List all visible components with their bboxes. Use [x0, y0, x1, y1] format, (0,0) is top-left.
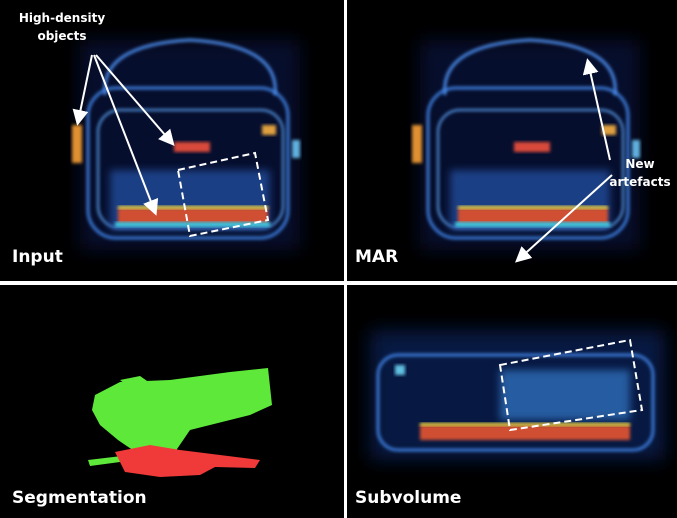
panel-input: High-density objects Input: [0, 0, 344, 281]
annotation: artefacts: [609, 175, 670, 189]
panel-mar: New artefacts MAR: [347, 0, 677, 281]
figure: High-density objects Input New artefacts…: [0, 0, 677, 518]
panel-label: Subvolume: [355, 488, 461, 508]
panel-subvolume: Subvolume: [347, 285, 677, 518]
annotation: High-density: [19, 11, 106, 25]
panel-label: MAR: [355, 247, 398, 267]
annotation: New: [625, 157, 654, 171]
bag-render: [395, 365, 405, 375]
bag-render: [500, 370, 630, 420]
panel-label: Input: [12, 247, 63, 267]
bag-render: [420, 423, 630, 426]
annotation: objects: [37, 29, 86, 43]
panel-label: Segmentation: [12, 488, 147, 508]
panel-segmentation: Segmentation: [0, 285, 344, 518]
